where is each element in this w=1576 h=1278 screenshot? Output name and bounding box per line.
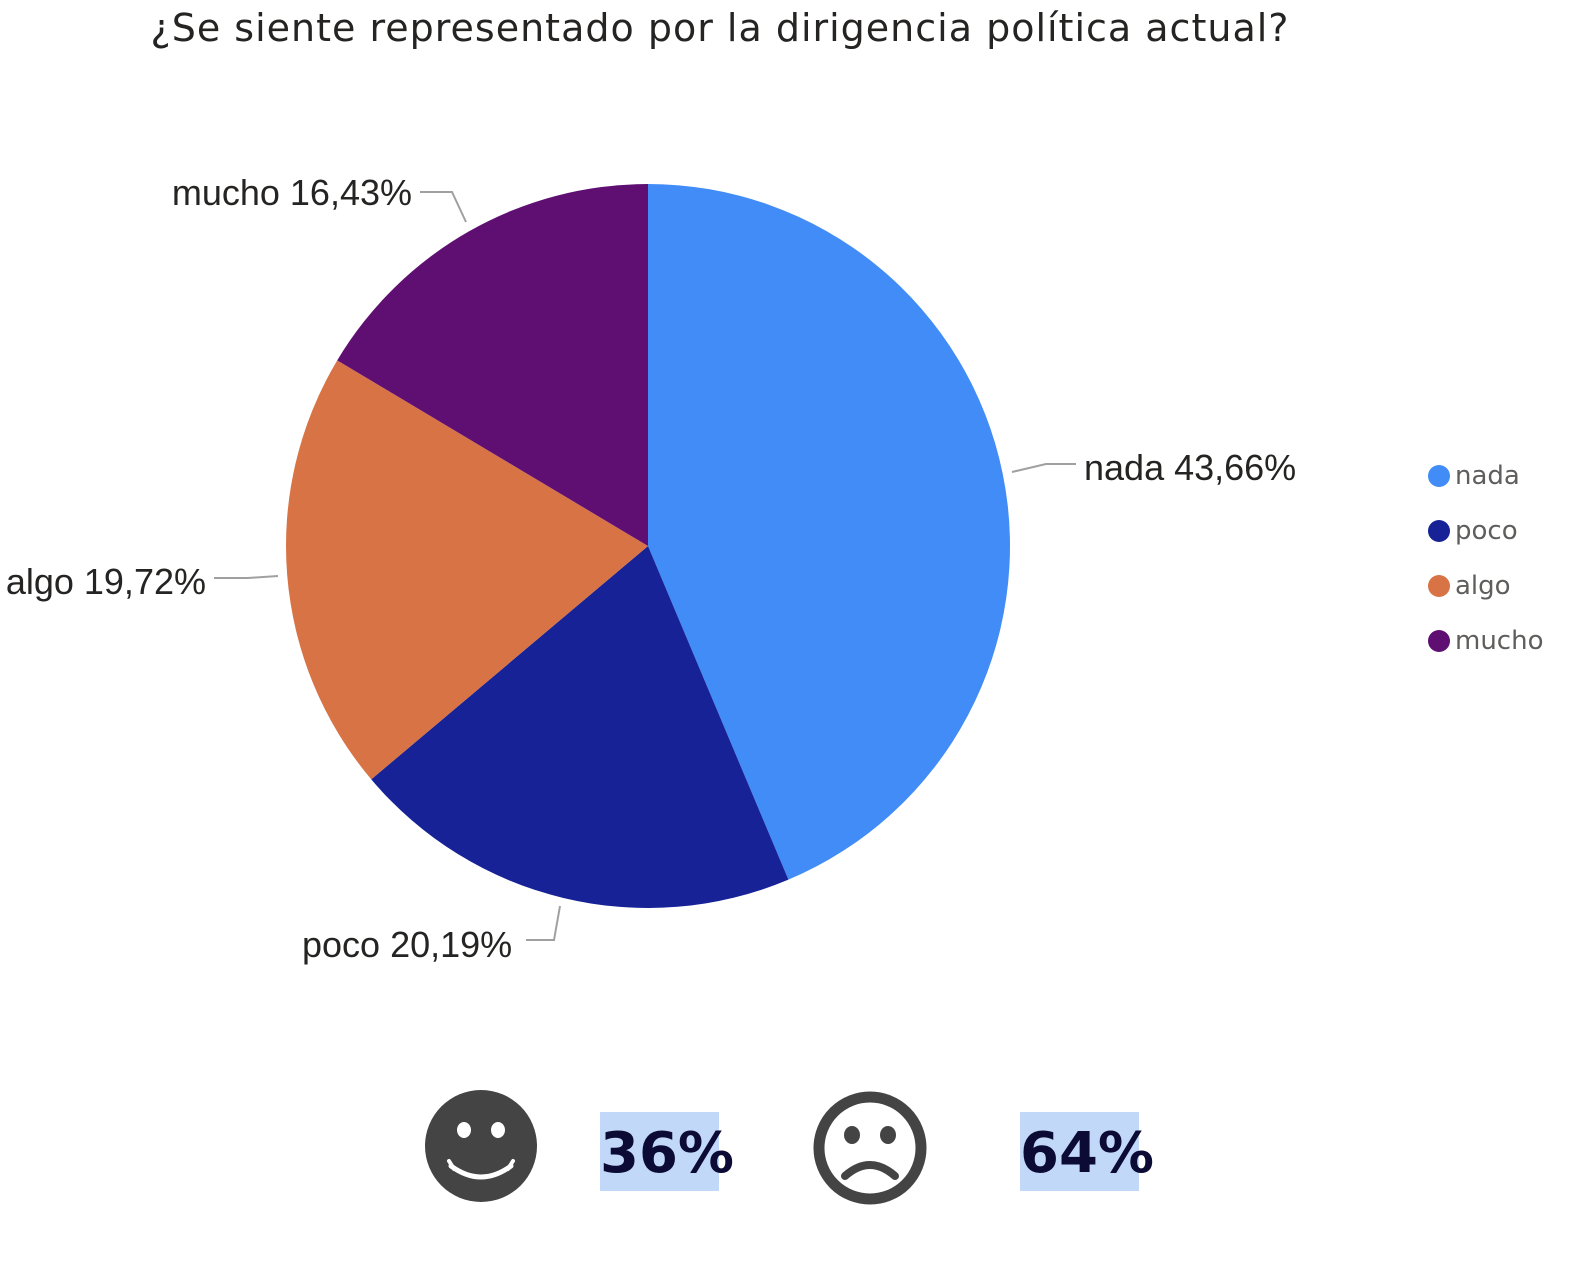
leader-line-mucho <box>420 191 467 223</box>
negative-percent: 64% <box>1020 1112 1154 1191</box>
legend-label-algo: algo <box>1455 570 1511 601</box>
pie-slice-mucho[interactable] <box>337 184 648 546</box>
pie-slice-nada[interactable] <box>648 183 1011 880</box>
pie-slice-algo[interactable] <box>286 360 648 780</box>
legend-item-algo[interactable]: algo <box>1428 558 1544 613</box>
data-label-mucho: mucho 16,43% <box>172 172 412 213</box>
leader-line-nada <box>1011 463 1076 473</box>
legend-dot-mucho <box>1428 629 1450 652</box>
legend-label-mucho: mucho <box>1455 625 1544 656</box>
data-label-poco: poco 20,19% <box>302 924 512 965</box>
positive-percent: 36% <box>600 1112 734 1191</box>
pie-chart: nada 43,66% poco 20,19% algo 19,72% mucho 1… <box>6 172 1296 965</box>
sad-face-icon <box>813 1091 927 1205</box>
summary-row: 36% 64% <box>0 1088 1576 1208</box>
pie-slice-poco[interactable] <box>371 546 789 908</box>
legend-dot-poco <box>1428 519 1450 542</box>
legend-dot-nada <box>1428 464 1450 487</box>
legend-item-poco[interactable]: poco <box>1428 503 1544 558</box>
chart-title: ¿Se siente representado por la dirigenci… <box>150 6 1290 50</box>
leader-line-algo <box>214 575 279 579</box>
legend-label-poco: poco <box>1455 515 1518 546</box>
legend-item-nada[interactable]: nada <box>1428 448 1544 503</box>
data-label-algo: algo 19,72% <box>6 561 206 602</box>
legend-dot-algo <box>1428 574 1450 597</box>
leader-line-poco <box>526 905 561 941</box>
legend-item-mucho[interactable]: mucho <box>1428 613 1544 668</box>
legend-label-nada: nada <box>1455 460 1520 491</box>
legend: nada poco algo mucho <box>1428 448 1544 668</box>
smiley-face-icon <box>425 1090 537 1202</box>
data-label-nada: nada 43,66% <box>1084 447 1296 488</box>
